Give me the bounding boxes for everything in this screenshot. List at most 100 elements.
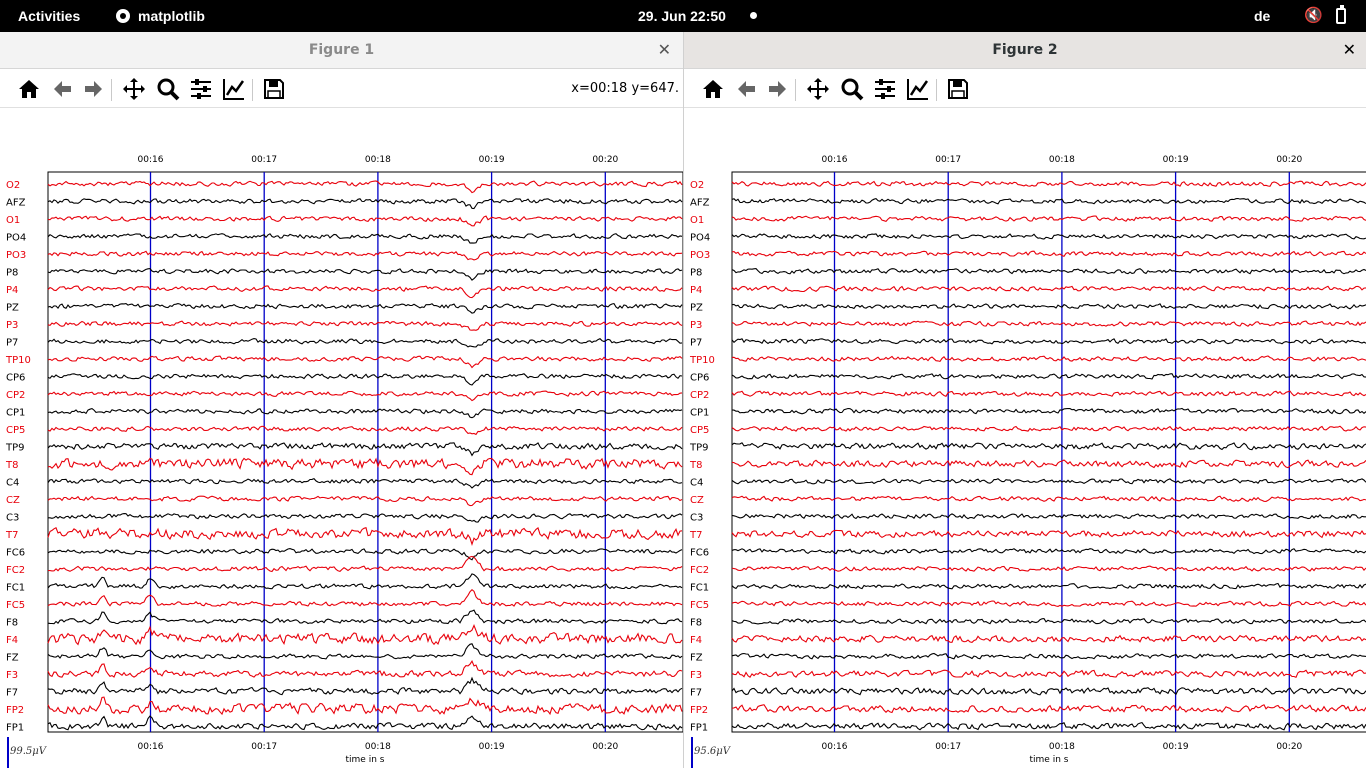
home-icon [703, 80, 723, 98]
zoom-button[interactable] [839, 77, 865, 101]
top-tick-label: 00:17 [251, 155, 277, 165]
eeg-trace [731, 373, 1366, 380]
channel-label: CZ [6, 495, 20, 506]
channel-label: O1 [690, 215, 704, 226]
home-button[interactable] [700, 77, 726, 101]
eeg-trace [731, 442, 1366, 451]
forward-button[interactable] [765, 77, 791, 101]
eeg-trace [47, 588, 683, 607]
eeg-trace [731, 704, 1366, 714]
eeg-trace [731, 495, 1366, 503]
save-button[interactable] [261, 77, 287, 101]
volume-muted-icon[interactable]: 🔇 [1304, 7, 1323, 24]
top-tick-label: 00:16 [822, 155, 848, 165]
eeg-trace [731, 233, 1366, 240]
pan-button[interactable] [121, 77, 147, 101]
channel-label: F3 [6, 670, 18, 681]
close-icon[interactable]: ✕ [1342, 40, 1356, 59]
x-axis-label: time in s [346, 755, 385, 765]
matplotlib-app-icon [116, 9, 130, 23]
channel-label: FC1 [690, 582, 709, 593]
toolbar-separator [111, 79, 112, 101]
forward-button[interactable] [81, 77, 107, 101]
eeg-trace [47, 302, 683, 314]
close-icon[interactable]: ✕ [657, 40, 671, 59]
channel-label: PO3 [690, 250, 710, 261]
title-bar[interactable]: Figure 2 ✕ [684, 32, 1366, 69]
eeg-trace [731, 338, 1366, 345]
eeg-trace [731, 565, 1366, 572]
back-button[interactable] [733, 77, 759, 101]
notification-dot-icon [750, 12, 757, 19]
activities-button[interactable]: Activities [18, 8, 81, 24]
configure-subplots-button[interactable] [872, 77, 898, 101]
eeg-trace [47, 268, 683, 281]
eeg-trace [47, 526, 683, 546]
channel-label: T7 [5, 530, 18, 541]
clock[interactable]: 29. Jun 22:50 [638, 8, 726, 24]
eeg-trace [47, 180, 683, 194]
channel-label: O1 [6, 215, 20, 226]
figure-2-window: Figure 2 ✕ 00:16 00:16 00:17 00:17 00:18 00:1… [683, 32, 1366, 768]
eeg-trace [47, 442, 683, 457]
toolbar-separator [252, 79, 253, 101]
eeg-trace [47, 477, 683, 489]
configure-subplots-button[interactable] [188, 77, 214, 101]
eeg-trace [731, 600, 1366, 607]
eeg-trace [731, 529, 1366, 539]
edit-axis-button[interactable] [905, 77, 931, 101]
eeg-trace [731, 215, 1366, 223]
eeg-trace [47, 390, 683, 402]
plot-area[interactable] [47, 171, 683, 733]
eeg-plot[interactable]: 00:16 00:16 00:17 00:17 00:18 00:18 00:19 00:19… [0, 107, 683, 768]
eeg-trace [731, 285, 1366, 293]
eeg-trace [731, 513, 1366, 520]
pan-icon [123, 78, 145, 100]
eeg-trace [47, 573, 683, 590]
channel-label: F8 [6, 617, 18, 628]
eeg-trace [47, 233, 683, 244]
forward-arrow-icon [85, 81, 102, 97]
eeg-trace [48, 513, 683, 523]
channel-label: FC1 [6, 582, 25, 593]
pan-button[interactable] [805, 77, 831, 101]
navigation-toolbar [684, 69, 1366, 108]
save-button[interactable] [945, 77, 971, 101]
eeg-trace [47, 696, 683, 716]
eeg-trace [731, 652, 1366, 660]
zoom-button[interactable] [155, 77, 181, 101]
channel-label: PO4 [690, 232, 710, 243]
channel-label: FP1 [690, 722, 708, 733]
eeg-plot[interactable]: 00:16 00:16 00:17 00:17 00:18 00:18 00:19 00:19… [684, 107, 1366, 768]
bottom-tick-label: 00:20 [592, 742, 618, 752]
save-icon [264, 79, 284, 99]
channel-label: PO4 [6, 232, 26, 243]
home-button[interactable] [16, 77, 42, 101]
channel-label: TP9 [689, 442, 709, 453]
eeg-trace [731, 268, 1366, 275]
channel-label: CP2 [6, 390, 25, 401]
app-name: matplotlib [138, 8, 205, 24]
channel-label: AFZ [6, 197, 26, 208]
channel-label: FC2 [6, 565, 25, 576]
channel-label: F7 [6, 687, 18, 698]
back-button[interactable] [49, 77, 75, 101]
top-tick-label: 00:16 [138, 155, 164, 165]
cursor-coordinates: x=00:18 y=647. [571, 81, 679, 96]
eeg-trace [731, 582, 1366, 590]
channel-label: P4 [6, 285, 18, 296]
eeg-trace [731, 721, 1366, 731]
channel-label: TP9 [5, 442, 25, 453]
keyboard-layout-indicator[interactable]: de [1254, 8, 1271, 24]
channel-label: CP1 [690, 407, 709, 418]
zoom-icon [157, 78, 180, 101]
eeg-trace [47, 407, 683, 419]
bottom-tick-label: 00:18 [1049, 742, 1075, 752]
title-bar[interactable]: Figure 1 ✕ [0, 32, 683, 69]
channel-label: FZ [690, 652, 703, 663]
edit-axis-button[interactable] [221, 77, 247, 101]
battery-icon[interactable] [1336, 5, 1346, 24]
channel-label: F8 [690, 617, 702, 628]
channel-label: TP10 [5, 355, 31, 366]
app-menu[interactable]: matplotlib [116, 8, 205, 24]
